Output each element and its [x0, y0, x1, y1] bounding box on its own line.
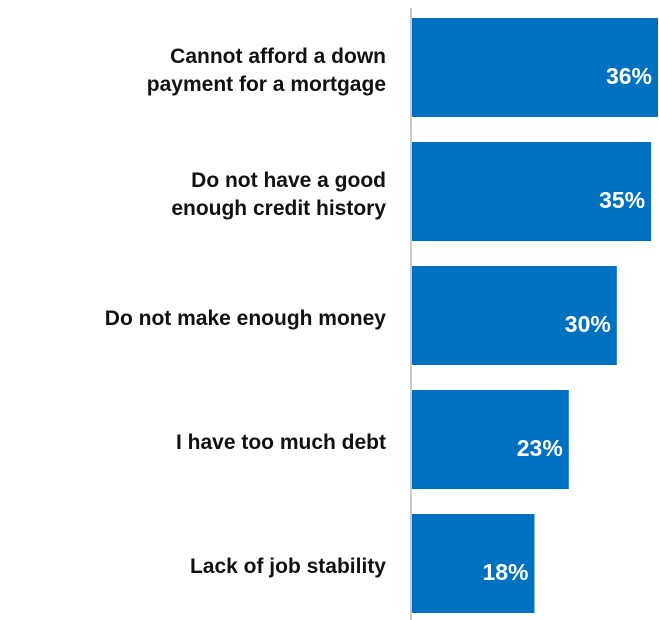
value-label: 36%	[605, 62, 652, 89]
value-label: 30%	[564, 310, 611, 337]
category-label: Do not make enough money	[104, 306, 386, 330]
category-label: I have too much debt	[175, 430, 386, 454]
bar	[412, 390, 569, 489]
bar	[412, 514, 535, 613]
bar	[412, 142, 652, 241]
value-label: 23%	[516, 434, 563, 461]
bar	[412, 266, 617, 365]
value-label: 35%	[599, 186, 646, 213]
category-label: Do not have a good enough credit history	[171, 168, 386, 220]
bar	[412, 18, 658, 117]
value-label: 18%	[482, 558, 529, 585]
category-label: Cannot afford a down payment for a mortg…	[146, 44, 386, 96]
category-label: Lack of job stability	[189, 554, 386, 578]
